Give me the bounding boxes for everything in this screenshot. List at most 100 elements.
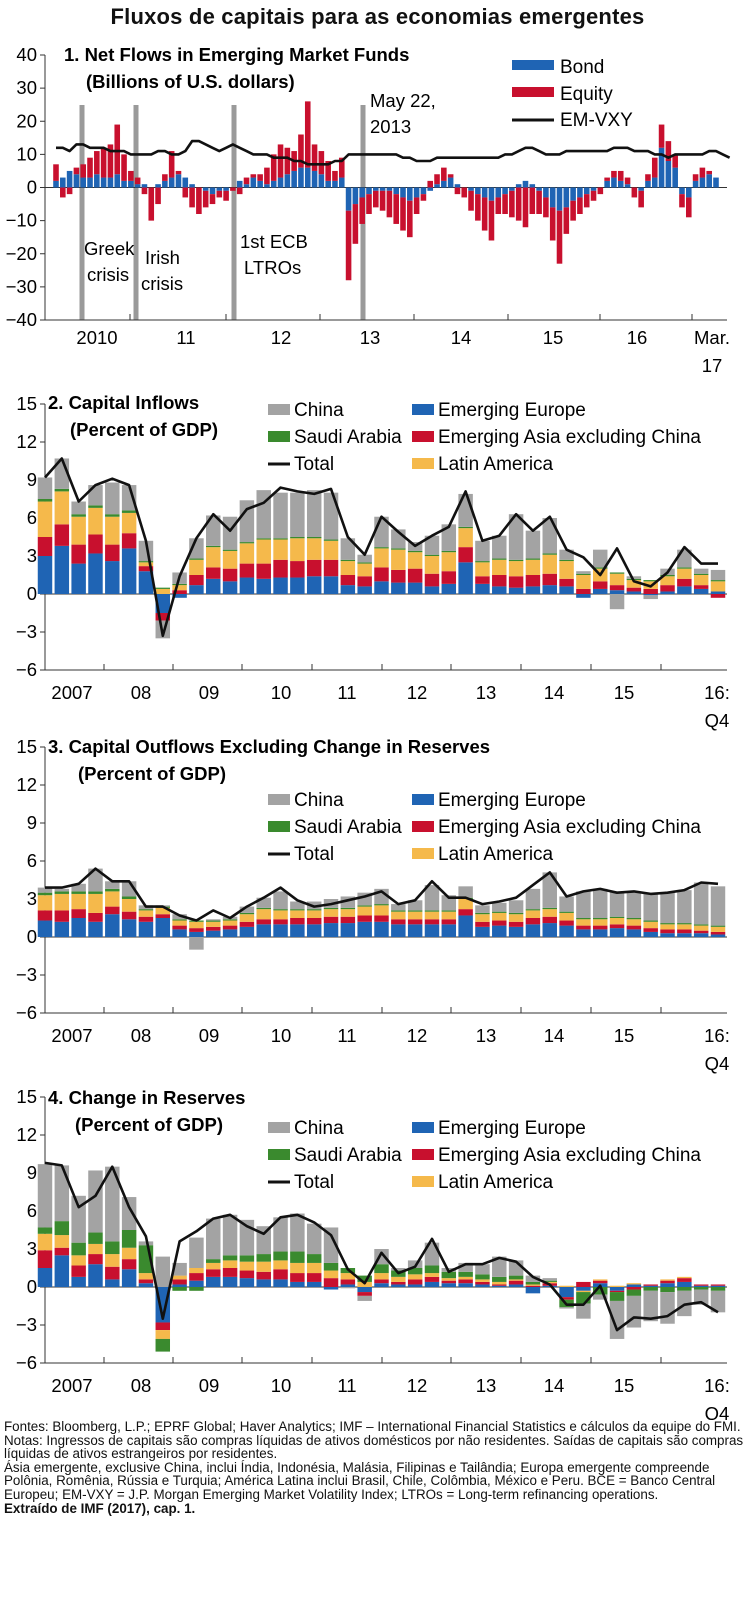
bar-saudi: [206, 920, 221, 922]
bar-equity: [427, 180, 434, 188]
bar-equity: [577, 197, 583, 214]
bar-china: [290, 1213, 305, 1252]
bar-bond: [243, 184, 250, 188]
bar-equity: [611, 170, 617, 178]
panel-4-x-tick-label: 09: [199, 1375, 220, 1396]
bar-china: [677, 890, 692, 924]
bar-asia: [290, 918, 305, 925]
bar-bond: [121, 180, 127, 188]
bar-equity: [570, 200, 576, 221]
bar-latam: [407, 911, 423, 920]
bar-europe: [172, 929, 187, 937]
bar-saudi: [239, 912, 255, 915]
bar-bond: [53, 180, 59, 188]
legend-asia-label: Emerging Asia excluding China: [438, 817, 701, 838]
bar-europe: [239, 926, 255, 937]
bar-latam: [222, 1260, 238, 1268]
bar-latam: [306, 910, 322, 918]
panel-3-x-tick-label: 10: [271, 1025, 292, 1046]
bar-saudi: [424, 910, 440, 912]
bar-asia: [155, 914, 171, 918]
bar-asia: [660, 929, 675, 934]
bar-europe: [407, 582, 423, 594]
bar-bond: [454, 184, 461, 188]
bar-latam: [508, 561, 524, 577]
bar-asia: [374, 567, 389, 582]
bar-europe: [88, 921, 103, 937]
bar-equity: [155, 187, 161, 205]
panel-2-y-tick-label: 3: [27, 545, 37, 566]
bar-latam: [88, 1243, 103, 1255]
bar-saudi: [458, 1271, 473, 1277]
bar-bond: [270, 180, 277, 188]
bar-europe: [138, 1283, 154, 1287]
bar-asia: [306, 559, 322, 577]
bar-equity: [325, 161, 331, 181]
bar-latam: [677, 924, 692, 930]
panel-4-legend: China Saudi Arabia Total Emerging Europe Eme…: [268, 1118, 701, 1193]
bar-asia: [290, 561, 305, 578]
panel-1-subtitle: (Billions of U.S. dollars): [86, 71, 295, 92]
legend-china-label: China: [294, 790, 344, 811]
bar-china: [693, 1289, 709, 1305]
bar-equity: [393, 194, 399, 224]
bar-asia: [71, 1265, 86, 1277]
bar-asia: [323, 559, 339, 577]
bar-europe: [138, 921, 154, 937]
bar-latam: [239, 543, 255, 564]
bar-bond: [577, 187, 583, 198]
bar-bond: [441, 180, 447, 188]
bar-europe: [290, 924, 305, 937]
bar-latam: [323, 1270, 339, 1279]
panel-2-y-tick-label: 9: [27, 469, 37, 490]
bar-equity: [413, 197, 420, 214]
bar-saudi: [609, 572, 625, 574]
bar-china: [609, 891, 625, 917]
panel-4-y-tick-label: −6: [16, 1352, 37, 1373]
bar-china: [525, 888, 541, 910]
bar-china: [643, 893, 658, 921]
page-title: Fluxos de capitais para as economias eme…: [110, 4, 645, 29]
bar-equity: [379, 190, 386, 211]
legend-asia-swatch: [412, 431, 434, 442]
bar-europe: [592, 588, 608, 594]
panel-2-x-tick-label: 14: [544, 682, 565, 703]
panel-3-total-line: [45, 867, 719, 922]
bar-latam: [441, 911, 457, 920]
bar-saudi: [138, 561, 154, 563]
bar-saudi: [660, 1287, 675, 1293]
bar-europe: [660, 1283, 675, 1287]
bar-saudi: [121, 510, 137, 513]
panel-3-y-tick-label: 3: [27, 888, 37, 909]
annotation-irish: Irish: [145, 247, 180, 268]
bar-saudi: [576, 918, 591, 920]
bar-europe: [609, 928, 625, 937]
bar-equity: [304, 101, 311, 168]
bar-asia: [88, 1254, 103, 1265]
bar-europe: [239, 577, 255, 594]
bar-bond: [393, 187, 399, 195]
bar-equity: [529, 187, 536, 214]
panel-1-y-tick-label: 0: [27, 177, 37, 198]
bar-bond: [250, 177, 257, 188]
bar-asia: [660, 1280, 675, 1284]
bar-asia: [626, 587, 642, 592]
bar-asia: [256, 563, 271, 579]
bar-china: [37, 887, 53, 893]
panel-3-x-tick-label: 15: [614, 1025, 635, 1046]
bar-saudi: [273, 538, 288, 540]
bar-latam: [222, 550, 238, 569]
bar-asia: [37, 537, 53, 556]
bar-latam: [424, 556, 440, 574]
bar-asia: [206, 567, 221, 579]
bar-latam: [374, 905, 389, 916]
bar-latam: [475, 914, 490, 922]
panel-1-x-tick-label: 16: [627, 327, 648, 348]
legend-equity-swatch: [512, 87, 554, 97]
bar-china: [37, 1164, 53, 1228]
line-total: [44, 1161, 719, 1332]
bar-equity: [373, 190, 379, 208]
bar-china: [559, 549, 574, 560]
bar-latam: [71, 893, 86, 910]
bar-equity: [631, 187, 638, 198]
